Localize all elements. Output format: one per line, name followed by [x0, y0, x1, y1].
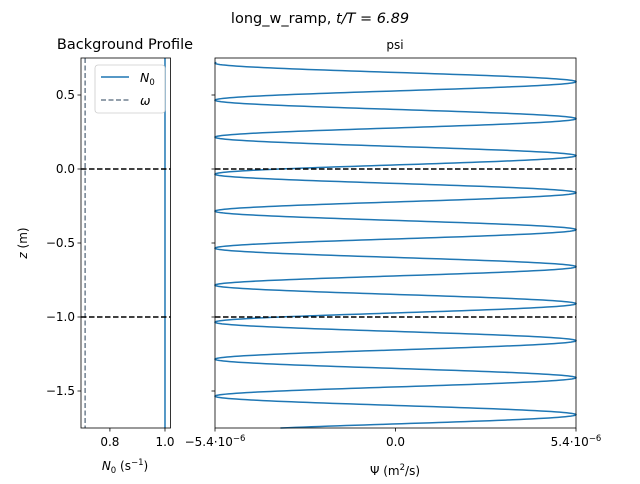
background-profile-xlabel: N0 (s−1) [102, 458, 148, 476]
left-xtick-label: 1.0 [155, 435, 174, 449]
left-ytick-label: 0.0 [56, 162, 75, 176]
psi-title: psi [386, 38, 403, 52]
background-profile-title: Background Profile [57, 37, 193, 53]
left-xtick-label: 0.8 [100, 435, 119, 449]
legend-label-n0: N0 [140, 70, 155, 88]
psi-plot-area [214, 61, 577, 429]
background-profile-axes: Background Profile 0.5 0.0 −0.5 −1.0 −1.5 0.8… [16, 37, 193, 476]
background-profile-plot-area [81, 58, 171, 428]
background-profile-legend: N0 ω [94, 64, 166, 114]
left-ytick-label: −0.5 [46, 236, 75, 250]
right-xtick-label: 5.4·10−6 [551, 434, 602, 449]
psi-line [214, 61, 577, 429]
right-xtick-label: −5.4·10−6 [185, 434, 246, 449]
left-ytick-label: 0.5 [56, 88, 75, 102]
psi-axes: psi −5.4·10−6 0.0 5.4·10−6 Ψ (m2/s) [185, 38, 602, 478]
psi-xlabel: Ψ (m2/s) [370, 463, 420, 478]
left-ytick-label: −1.5 [46, 384, 75, 398]
left-ytick-label: −1.0 [46, 310, 75, 324]
background-profile-ticks: 0.5 0.0 −0.5 −1.0 −1.5 0.8 1.0 [46, 88, 175, 449]
legend-label-omega: ω [140, 93, 150, 108]
psi-ticks: −5.4·10−6 0.0 5.4·10−6 [185, 94, 602, 449]
legend-frame [94, 64, 166, 114]
background-profile-ylabel: z (m) [16, 227, 30, 259]
figure-title: long_w_ramp, t/T = 6.89 [231, 11, 409, 27]
right-xtick-label: 0.0 [386, 435, 405, 449]
